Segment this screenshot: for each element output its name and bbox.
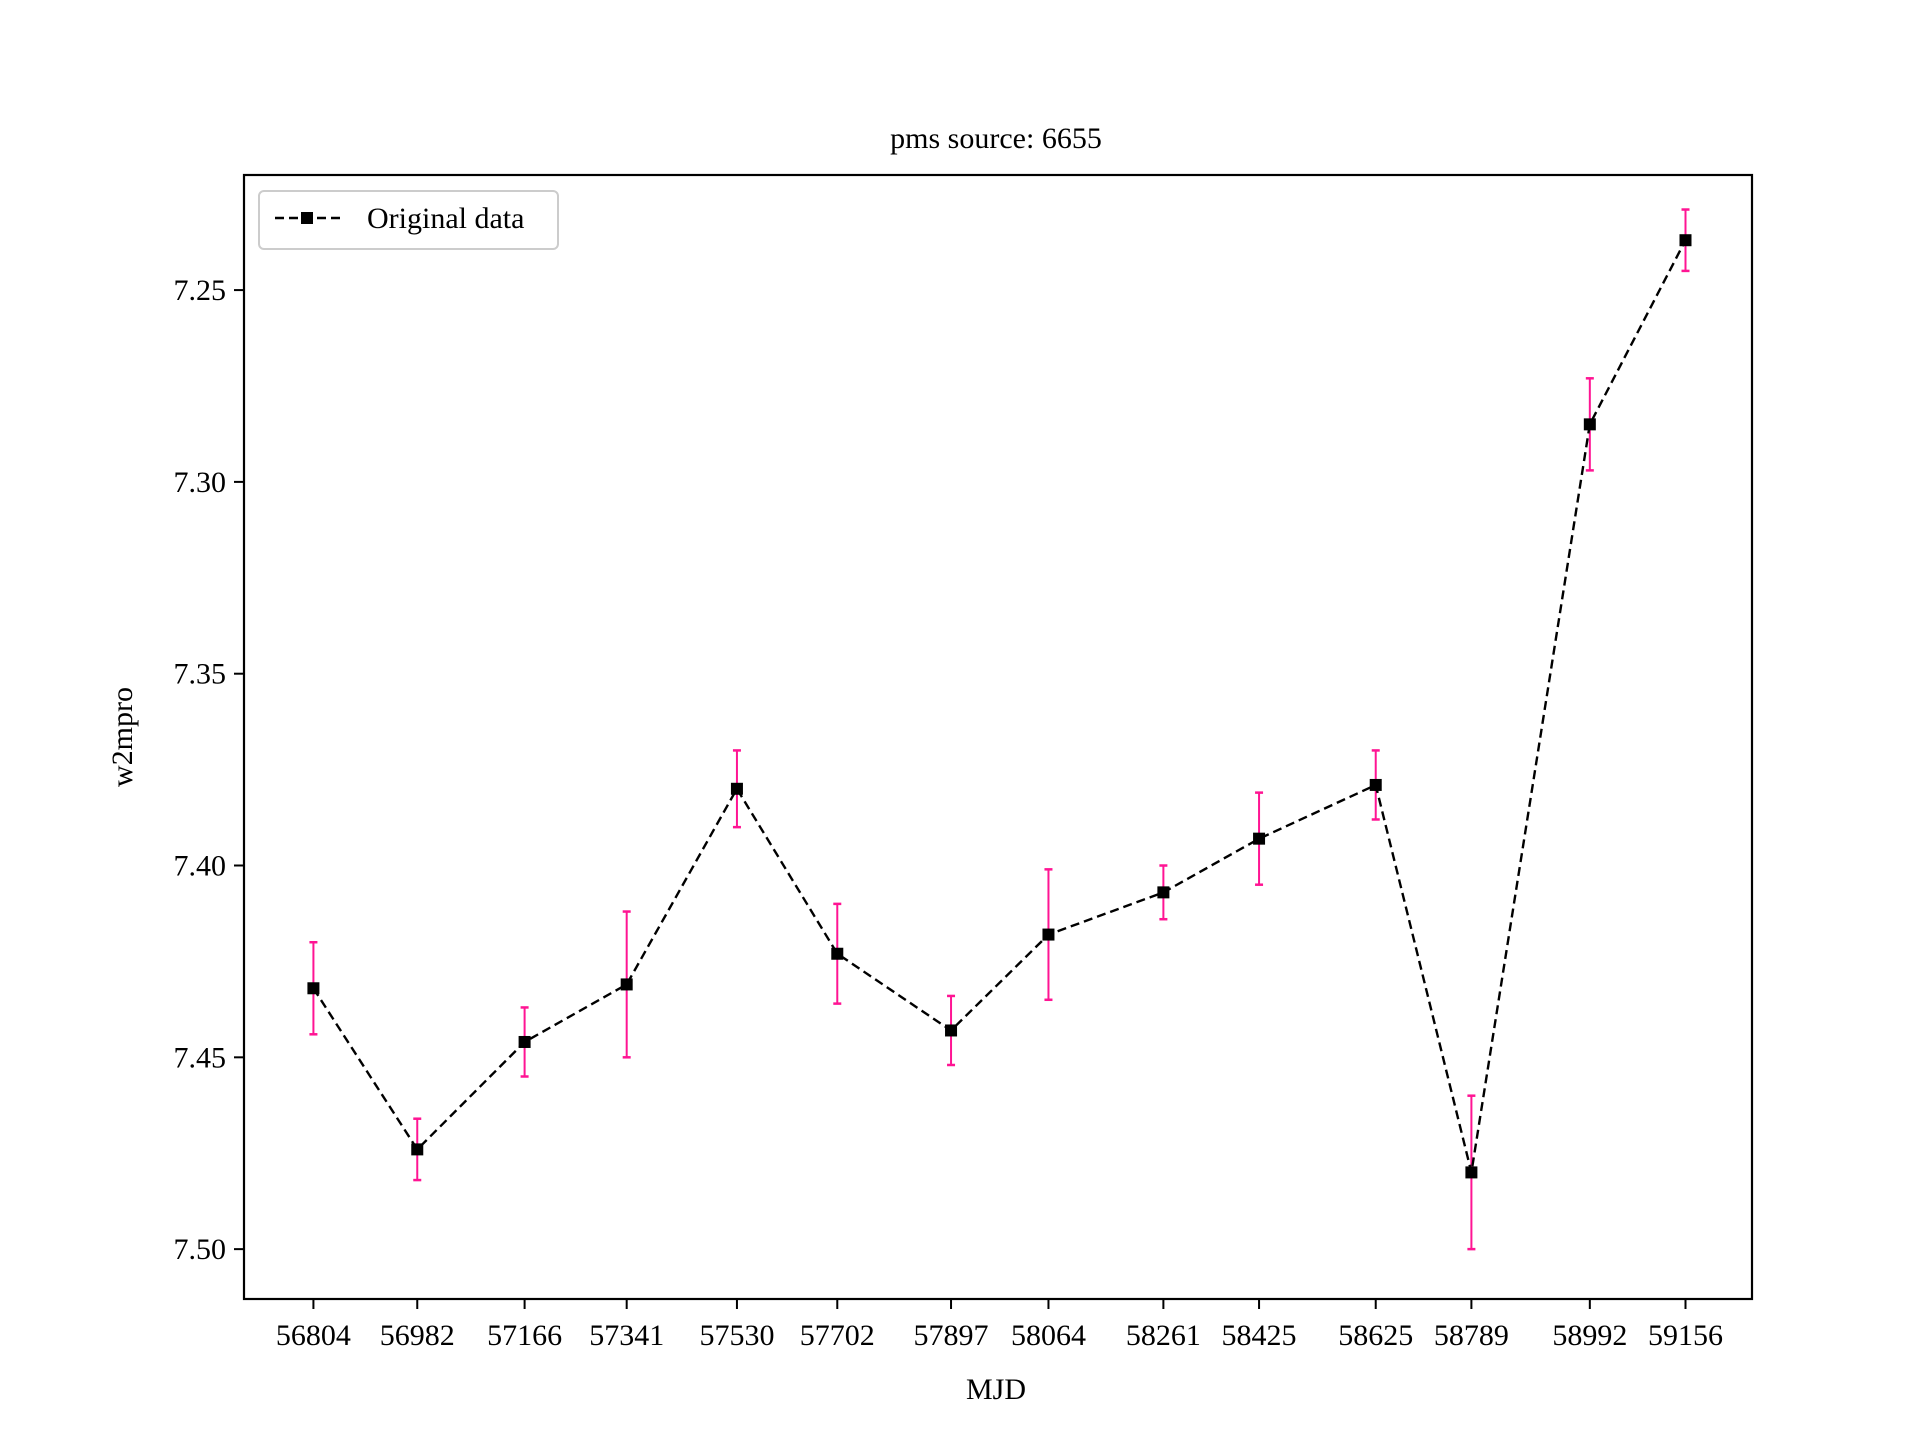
x-tick-label: 56982 <box>380 1319 455 1352</box>
data-point <box>1369 778 1382 791</box>
y-tick-label: 7.30 <box>174 466 227 499</box>
x-tick-label: 58992 <box>1552 1319 1627 1352</box>
data-point <box>730 782 743 795</box>
x-axis-ticks: 56804 56982 57166 57341 57530 57702 57897 58064… <box>276 1299 1723 1352</box>
plot-frame <box>242 173 1754 1301</box>
x-tick-label: 57341 <box>589 1319 664 1352</box>
x-axis-label: MJD <box>966 1373 1026 1406</box>
data-point <box>620 978 633 991</box>
series-markers <box>307 234 1692 1179</box>
x-tick-label: 58425 <box>1222 1319 1297 1352</box>
legend-box <box>258 190 559 250</box>
x-tick-label: 58261 <box>1126 1319 1201 1352</box>
data-point <box>831 947 844 960</box>
chart-title: pms source: 6655 <box>890 122 1102 155</box>
data-point <box>1465 1166 1478 1179</box>
y-tick-label: 7.50 <box>174 1233 227 1266</box>
errorbars <box>309 208 1690 1251</box>
x-tick-label: 56804 <box>276 1319 351 1352</box>
data-point <box>307 982 320 995</box>
data-point <box>1157 886 1170 899</box>
x-tick-label: 58625 <box>1338 1319 1413 1352</box>
x-tick-label: 58789 <box>1434 1319 1509 1352</box>
y-axis-label: w2mpro <box>106 687 139 787</box>
x-tick-label: 57530 <box>699 1319 774 1352</box>
y-tick-label: 7.25 <box>174 274 227 307</box>
data-point <box>1679 234 1692 247</box>
x-tick-label: 57702 <box>800 1319 875 1352</box>
data-point <box>1042 928 1055 941</box>
data-point <box>1583 418 1596 431</box>
data-point <box>411 1143 424 1156</box>
legend-marker-square <box>301 212 313 224</box>
x-tick-label: 59156 <box>1648 1319 1723 1352</box>
legend-label-original-data: Original data <box>367 202 524 235</box>
y-axis-ticks: 7.25 7.30 7.35 7.40 7.45 7.50 <box>174 274 244 1266</box>
y-tick-label: 7.35 <box>174 658 227 691</box>
data-point <box>518 1035 531 1048</box>
data-point <box>945 1024 958 1037</box>
legend: Original data <box>258 190 559 250</box>
x-tick-label: 57166 <box>487 1319 562 1352</box>
series-line-original-data <box>312 239 1687 1173</box>
data-point <box>1253 832 1266 845</box>
x-tick-label: 58064 <box>1011 1319 1086 1352</box>
y-tick-label: 7.45 <box>174 1041 227 1074</box>
plot-area <box>242 173 1754 1301</box>
x-tick-label: 57897 <box>914 1319 989 1352</box>
y-tick-label: 7.40 <box>174 850 227 883</box>
